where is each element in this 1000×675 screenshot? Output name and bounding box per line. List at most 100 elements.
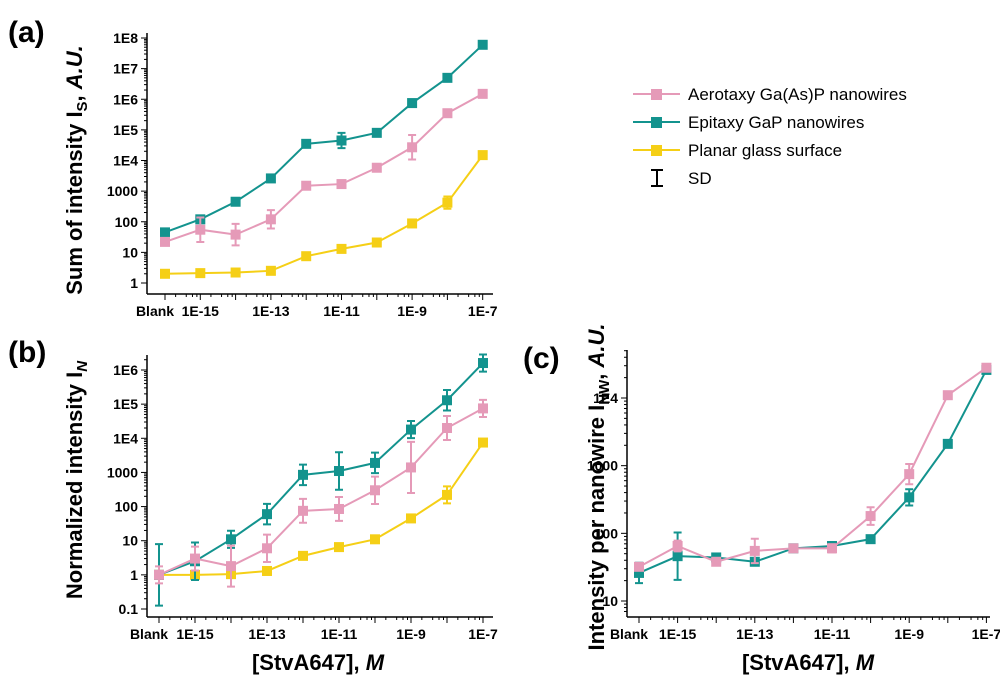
p0-data-point (407, 142, 418, 153)
panel-c-plot: 10 100 1000 1E4 Blank 1E-15 1E-13 1E-11 1E-9 1E-7 (587, 350, 1000, 642)
p1-data-point (334, 542, 344, 553)
p2-y-tick-label: 100 (595, 525, 619, 541)
p0-data-point (230, 196, 241, 207)
p1-x-tick-label: 1E-13 (248, 626, 286, 642)
legend-item-aerotaxy: Aerotaxy Ga(As)P nanowires (633, 85, 907, 104)
p1-data-point (442, 423, 452, 434)
p2-series-aerotaxy (634, 362, 992, 572)
p1-x-tick-label: 1E-9 (396, 626, 426, 642)
legend-item-epitaxy: Epitaxy GaP nanowires (633, 113, 864, 132)
p1-y-tick-label: 1E6 (113, 362, 138, 378)
p1-x-tick-label: 1E-15 (176, 626, 214, 642)
p1-y-tick-label: 10 (122, 533, 138, 549)
p1-data-point (406, 462, 416, 473)
p2-data-point (749, 545, 760, 556)
p0-data-point (477, 39, 488, 50)
p0-data-point (160, 236, 170, 247)
p0-x-tick-label: 1E-7 (468, 303, 498, 319)
p1-data-point (442, 489, 452, 500)
p2-data-point (672, 551, 683, 562)
p0-data-point (265, 173, 276, 184)
legend-label-epitaxy: Epitaxy GaP nanowires (688, 113, 864, 132)
p1-data-point (262, 565, 272, 576)
p2-x-tick-label: 1E-7 (972, 626, 1000, 642)
p2-data-point (904, 492, 915, 503)
p2-data-point (865, 511, 876, 522)
p1-x-tick-label: Blank (130, 626, 168, 642)
p1-data-point (478, 437, 488, 448)
p0-data-point (301, 180, 312, 191)
p0-series-aerotaxy (160, 88, 488, 247)
p2-data-point (634, 561, 644, 572)
panel-a-ylabel: Sum of intensity IS, A.U. (62, 45, 91, 295)
p1-y-tick-label: 1 (130, 567, 138, 583)
p1-data-point (442, 395, 452, 406)
p0-data-point (407, 218, 418, 229)
p2-data-point (942, 390, 953, 401)
legend-label-sd: SD (688, 169, 712, 188)
p0-y-tick-label: 1E8 (113, 30, 138, 46)
legend: Aerotaxy Ga(As)P nanowires Epitaxy GaP n… (633, 85, 907, 188)
p2-x-tick-label: Blank (610, 626, 648, 642)
panel-b: (b) Normalized intensity IN 0.1 1 10 100 100… (8, 336, 498, 675)
p2-series-line-aerotaxy (638, 366, 987, 568)
p2-data-point (981, 362, 992, 373)
p1-y-tick-label: 100 (115, 499, 139, 515)
legend-label-planar: Planar glass surface (688, 141, 842, 160)
p0-data-point (477, 150, 488, 161)
p1-data-point (190, 553, 200, 564)
p1-series-epitaxy (154, 353, 488, 607)
p1-data-point (298, 505, 308, 516)
p0-data-point (371, 127, 382, 138)
panel-c-ylabel: Intensity per nanowire INW, A.U. (584, 324, 613, 651)
p1-series-aerotaxy (154, 398, 488, 588)
p0-x-tick-label: 1E-9 (397, 303, 427, 319)
p2-series-line-epitaxy (638, 369, 988, 574)
p0-y-tick-label: 1E5 (113, 122, 138, 138)
p2-data-point (865, 534, 876, 545)
p1-y-tick-label: 0.1 (119, 601, 139, 617)
p0-y-tick-label: 1000 (107, 183, 138, 199)
p0-y-tick-label: 1E6 (113, 91, 138, 107)
p0-y-tick-label: 100 (115, 214, 139, 230)
p1-series-planar (154, 437, 488, 580)
legend-item-sd: SD (651, 169, 712, 188)
p0-y-tick-label: 1E4 (113, 153, 138, 169)
p0-x-tick-label: Blank (136, 303, 174, 319)
legend-marker-aerotaxy (651, 89, 662, 100)
p0-series-line-aerotaxy (164, 92, 484, 243)
panel-a-plot: 1 10 100 1000 1E4 1E5 1E6 1E7 1E8 Blank 1E-15 1E-13… (107, 30, 498, 319)
p0-data-point (230, 229, 241, 240)
p2-y-tick-label: 1000 (587, 458, 618, 474)
p1-data-point (406, 424, 416, 435)
p0-data-point (442, 197, 453, 208)
panel-a-label: (a) (8, 16, 45, 49)
p0-data-point (230, 267, 241, 278)
p1-data-point (262, 543, 272, 554)
p2-x-tick-label: 1E-11 (814, 626, 851, 642)
p2-x-tick-label: 1E-9 (894, 626, 924, 642)
p0-y-tick-label: 1 (130, 275, 138, 291)
p1-data-point (298, 469, 308, 480)
p1-x-tick-label: 1E-11 (321, 626, 358, 642)
p1-data-point (478, 358, 488, 369)
p2-data-point (904, 469, 915, 480)
p1-data-point (406, 513, 416, 524)
p2-data-point (942, 438, 953, 449)
p0-data-point (160, 268, 170, 279)
p2-y-tick-label: 1E4 (593, 390, 618, 406)
p0-data-point (371, 162, 382, 173)
p0-data-point (407, 98, 418, 109)
p1-data-point (334, 466, 344, 477)
p1-series-line-aerotaxy (158, 407, 484, 576)
p2-data-point (711, 556, 722, 567)
p0-data-point (195, 224, 206, 235)
p0-data-point (265, 265, 276, 276)
p1-data-point (298, 550, 308, 561)
p0-data-point (442, 108, 453, 119)
p0-x-tick-label: 1E-13 (252, 303, 290, 319)
p0-data-point (195, 268, 206, 279)
panel-b-label: (b) (8, 336, 46, 369)
p2-y-tick-label: 10 (602, 593, 618, 609)
p1-y-tick-label: 1E4 (113, 430, 138, 446)
